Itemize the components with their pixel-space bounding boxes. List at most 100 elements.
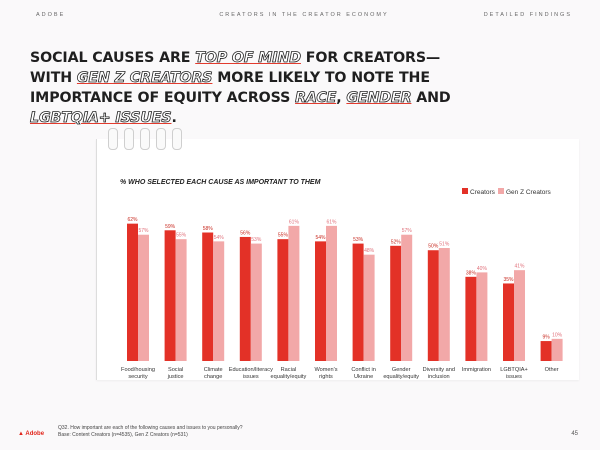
bar-creators (427, 250, 439, 361)
category-label: Other (545, 367, 559, 373)
bar-creators (352, 243, 364, 361)
headline-text-5: AND (411, 90, 451, 106)
category-label: Conflict in (351, 367, 376, 373)
headline-highlight-gender: GENDER (346, 90, 412, 107)
chart-title: % WHO SELECTED EACH CAUSE AS IMPORTANT T… (120, 179, 321, 186)
bar-genz (250, 243, 262, 361)
header-section: DETAILED FINDINGS (483, 12, 572, 18)
data-label: 52% (391, 239, 402, 245)
data-label: 57% (138, 228, 149, 234)
bar-creators (390, 245, 402, 361)
legend-swatch-creators (462, 188, 468, 194)
bar-genz (175, 239, 187, 361)
category-label: security (128, 374, 147, 380)
bar-creators (239, 236, 251, 361)
data-label: 41% (514, 264, 525, 270)
headline-text-3: MORE LIKELY TO NOTE THE IMPORTANCE OF EQ… (30, 70, 430, 106)
binder-ring (172, 128, 182, 150)
bar-creators (277, 239, 289, 361)
chart-marks: 62%57%Food/housingsecurity59%55%Socialju… (121, 217, 563, 380)
headline-highlight-gen-z: GEN Z CREATORS (76, 70, 213, 87)
headline-text-2: FOR CREATORS—WITH (30, 50, 441, 86)
bar-genz (401, 234, 413, 361)
headline-text-1: SOCIAL CAUSES ARE (30, 50, 196, 66)
data-label: 54% (315, 235, 326, 241)
data-label: 53% (251, 237, 262, 243)
bar-genz (213, 241, 225, 361)
legend-swatch-genz (498, 188, 504, 194)
data-label: 61% (289, 219, 300, 225)
data-label: 58% (203, 226, 214, 232)
adobe-logo-icon: ▲ (18, 431, 26, 437)
category-label: issues (506, 374, 522, 380)
bar-genz (326, 225, 337, 361)
adobe-logo-text: Adobe (25, 431, 45, 437)
category-label: issues (243, 374, 259, 380)
data-label: 55% (278, 233, 289, 239)
legend-label-genz: Gen Z Creators (506, 189, 552, 196)
headline-highlight-top-of-mind: TOP OF MIND (195, 50, 302, 67)
footnote: Q32. How important are each of the follo… (58, 425, 243, 439)
bar-genz (514, 270, 525, 361)
bar-creators (164, 230, 176, 361)
category-label: Diversity and (423, 367, 455, 373)
data-label: 50% (428, 244, 439, 250)
bar-creators (503, 283, 514, 361)
bar-genz (551, 338, 563, 361)
bar-creators (202, 232, 214, 361)
category-label: Immigration (462, 367, 491, 373)
bar-creators (127, 223, 138, 361)
data-label: 61% (326, 219, 337, 225)
data-label: 10% (552, 332, 563, 338)
headline-text-6: . (171, 110, 177, 126)
binder-ring (124, 128, 134, 150)
binder-ring (108, 128, 118, 150)
headline-highlight-lgbtqia: LGBTQIA+ ISSUES (30, 110, 172, 127)
bar-creators (540, 341, 552, 361)
header-report-title: CREATORS IN THE CREATOR ECONOMY (219, 12, 389, 18)
category-label: equality/equity (383, 374, 419, 380)
data-label: 59% (165, 224, 176, 230)
category-label: Gender (392, 367, 411, 373)
data-label: 56% (240, 230, 251, 236)
bar-genz (363, 254, 375, 361)
data-label: 54% (214, 235, 225, 241)
category-label: Women's (314, 367, 337, 373)
data-label: 62% (127, 217, 138, 223)
category-label: inclusion (428, 374, 450, 380)
category-label: equality/equity (271, 374, 307, 380)
data-label: 55% (176, 233, 187, 239)
legend-label-creators: Creators (470, 189, 496, 196)
top-bar: ADOBE CREATORS IN THE CREATOR ECONOMY DE… (36, 12, 572, 22)
category-label: change (204, 374, 222, 380)
bar-genz (288, 225, 300, 361)
category-label: rights (319, 374, 333, 380)
category-label: Food/housing (121, 367, 155, 373)
category-label: Racial (281, 367, 297, 373)
headline-text-4: , (336, 90, 347, 106)
bar-genz (438, 248, 450, 361)
data-label: 48% (364, 248, 375, 254)
category-label: Ukraine (354, 374, 373, 380)
category-label: Education/literacy (229, 367, 273, 373)
data-label: 57% (402, 228, 413, 234)
category-label: Social (168, 367, 183, 373)
page-number: 45 (571, 431, 578, 437)
binder-ring (140, 128, 150, 150)
headline-highlight-race: RACE (295, 90, 337, 107)
footnote-question: Q32. How important are each of the follo… (58, 425, 243, 431)
data-label: 51% (439, 242, 450, 248)
adobe-logo: ▲ Adobe (18, 431, 44, 437)
header-brand: ADOBE (36, 12, 66, 18)
bar-creators (315, 241, 326, 361)
category-label: justice (167, 374, 184, 380)
data-label: 53% (353, 237, 364, 243)
page-headline: SOCIAL CAUSES ARE TOP OF MIND FOR CREATO… (30, 48, 470, 128)
data-label: 40% (477, 266, 488, 272)
data-label: 38% (466, 270, 477, 276)
category-label: Climate (204, 367, 223, 373)
data-label: 35% (503, 277, 514, 283)
data-label: 9% (542, 335, 550, 341)
bar-genz (476, 272, 488, 361)
bar-creators (465, 276, 477, 361)
